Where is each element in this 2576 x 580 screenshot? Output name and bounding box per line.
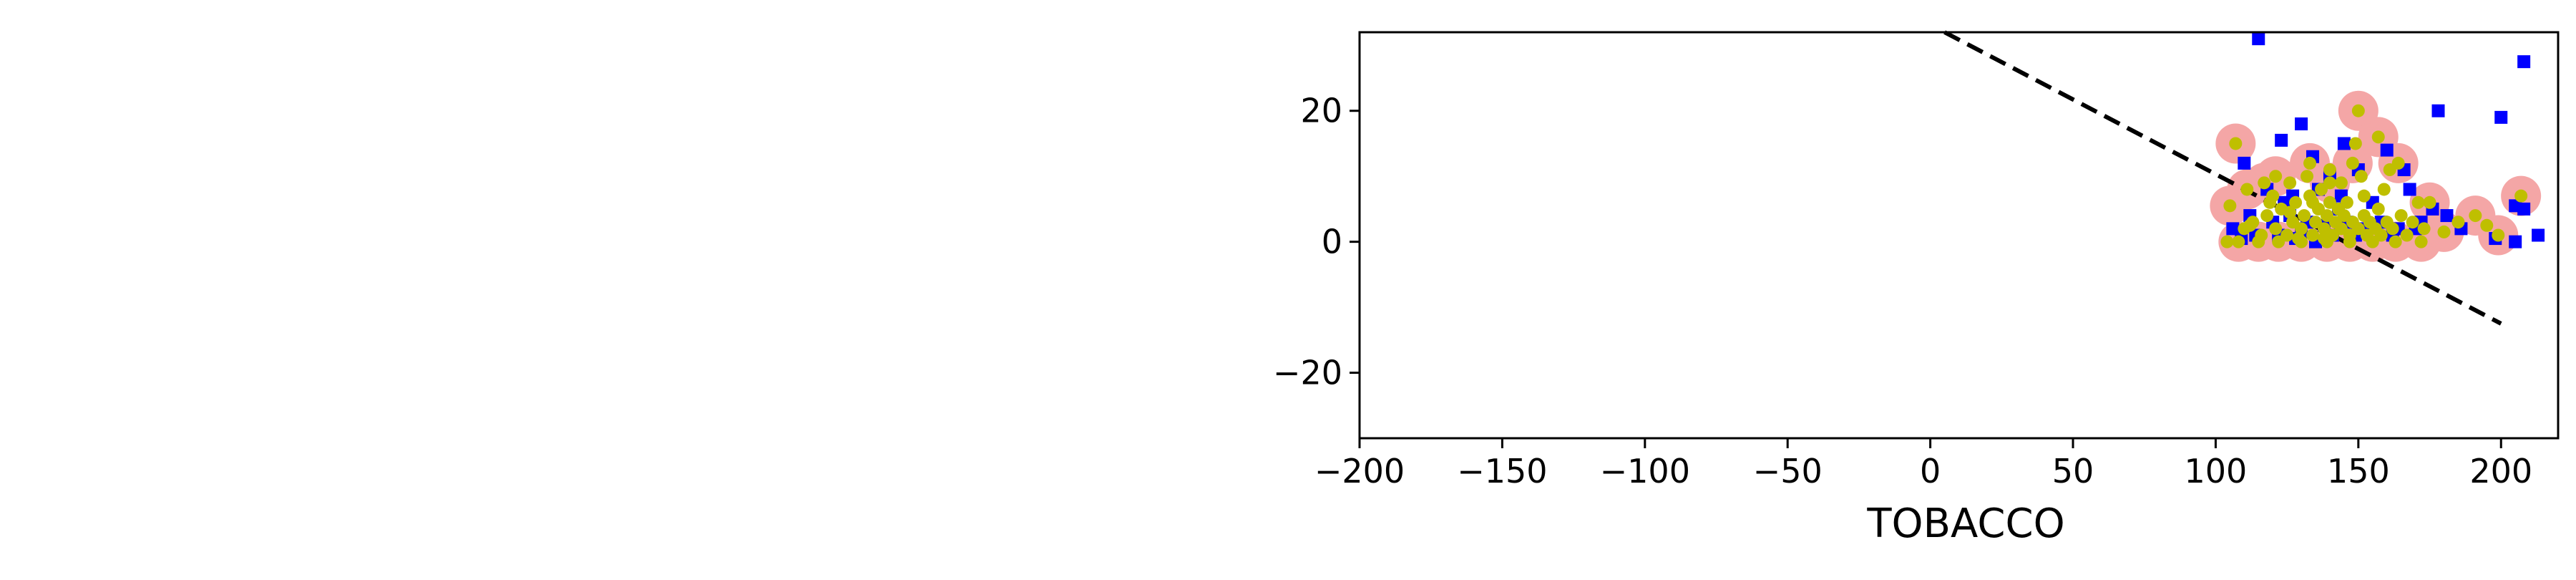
y-tick-label: 0 (1322, 223, 1342, 261)
highlighted-point (2414, 235, 2428, 248)
square-point (2380, 143, 2394, 157)
dot-point (2451, 216, 2465, 229)
dot-point (2357, 189, 2371, 203)
dot-point (2269, 222, 2283, 236)
dot-point (2377, 183, 2391, 196)
dot-point (2301, 170, 2314, 183)
x-tick-label: 200 (2469, 452, 2532, 490)
dot-point (2406, 216, 2419, 229)
highlighted-point (2514, 189, 2528, 203)
x-tick-label: −200 (1314, 452, 1405, 490)
x-axis-label: TOBACCO (1866, 501, 2064, 547)
y-axis: 20 0 −20 (1273, 92, 1360, 392)
dot-point (2354, 170, 2368, 183)
dot-point (2317, 232, 2331, 246)
dot-point (2220, 235, 2234, 248)
highlighted-point (2423, 195, 2436, 209)
square-point (2431, 104, 2445, 117)
fit-line-layer (1943, 30, 2502, 326)
highlighted-point (2223, 199, 2237, 213)
square-point (2295, 117, 2308, 131)
dot-point (2417, 222, 2431, 236)
highlighted-point (2240, 183, 2254, 196)
x-tick-label: 50 (2052, 452, 2094, 490)
square-point (2226, 222, 2240, 236)
dot-point (2255, 228, 2268, 242)
highlighted-point (2371, 130, 2385, 144)
square-point (2337, 137, 2351, 150)
dot-point (2400, 228, 2414, 242)
highlighted-point (2269, 170, 2283, 183)
highlighted-point (2437, 225, 2451, 238)
dot-point (2323, 163, 2336, 177)
x-tick-label: 100 (2185, 452, 2248, 490)
highlighted-point (2229, 137, 2243, 150)
highlighted-point (2389, 235, 2402, 248)
highlighted-point (2469, 209, 2482, 223)
square-point (2532, 228, 2545, 242)
dot-point (2243, 218, 2257, 232)
x-tick-label: 0 (1920, 452, 1941, 490)
dot-point (2394, 209, 2408, 223)
dot-point (2298, 209, 2311, 223)
dot-point (2283, 206, 2297, 219)
dot-point (2306, 195, 2320, 209)
dot-point (2383, 163, 2396, 177)
dot-point (2306, 228, 2320, 242)
square-point (2275, 133, 2288, 147)
dot-point (2314, 183, 2328, 196)
highlighted-point (2492, 228, 2505, 242)
dot-point (2374, 228, 2388, 242)
square-point (2517, 55, 2531, 69)
square-point (2509, 235, 2522, 248)
dot-point (2280, 228, 2294, 242)
dot-point (2348, 137, 2362, 150)
square-point (2494, 110, 2508, 124)
dot-point (2480, 218, 2494, 232)
dot-point (2411, 195, 2425, 209)
dot-point (2263, 195, 2277, 209)
plot-frame (1358, 31, 2560, 440)
highlighted-point (2346, 156, 2359, 170)
dot-point (2386, 222, 2399, 236)
dot-point (2289, 195, 2303, 209)
square-point (2238, 156, 2251, 170)
square-point (2517, 202, 2531, 216)
dot-point (2340, 195, 2353, 209)
dot-point (2283, 176, 2297, 190)
highlighted-point (2232, 235, 2245, 248)
x-tick-label: 150 (2327, 452, 2390, 490)
highlighted-point (2258, 176, 2271, 190)
dot-point (2260, 209, 2274, 223)
x-tick-label: −150 (1457, 452, 1547, 490)
fit-line (1943, 30, 2502, 326)
dot-point (2371, 202, 2385, 216)
dot-point (2334, 176, 2348, 190)
square-point (2403, 183, 2416, 196)
square-point (2252, 32, 2265, 46)
dot-point (2292, 232, 2306, 246)
square-point (2440, 209, 2454, 223)
dot-point (2295, 222, 2308, 236)
highlighted-point (2351, 104, 2365, 117)
x-tick-label: −100 (1600, 452, 1690, 490)
dot-points-layer (2220, 104, 2528, 248)
y-tick-label: 20 (1300, 92, 1342, 130)
y-tick-label: −20 (1273, 354, 1342, 392)
x-axis: −200 −150 −100 −50 0 50 100 150 200 (1314, 438, 2532, 490)
highlighted-point (2303, 156, 2317, 170)
x-tick-label: −50 (1753, 452, 1823, 490)
